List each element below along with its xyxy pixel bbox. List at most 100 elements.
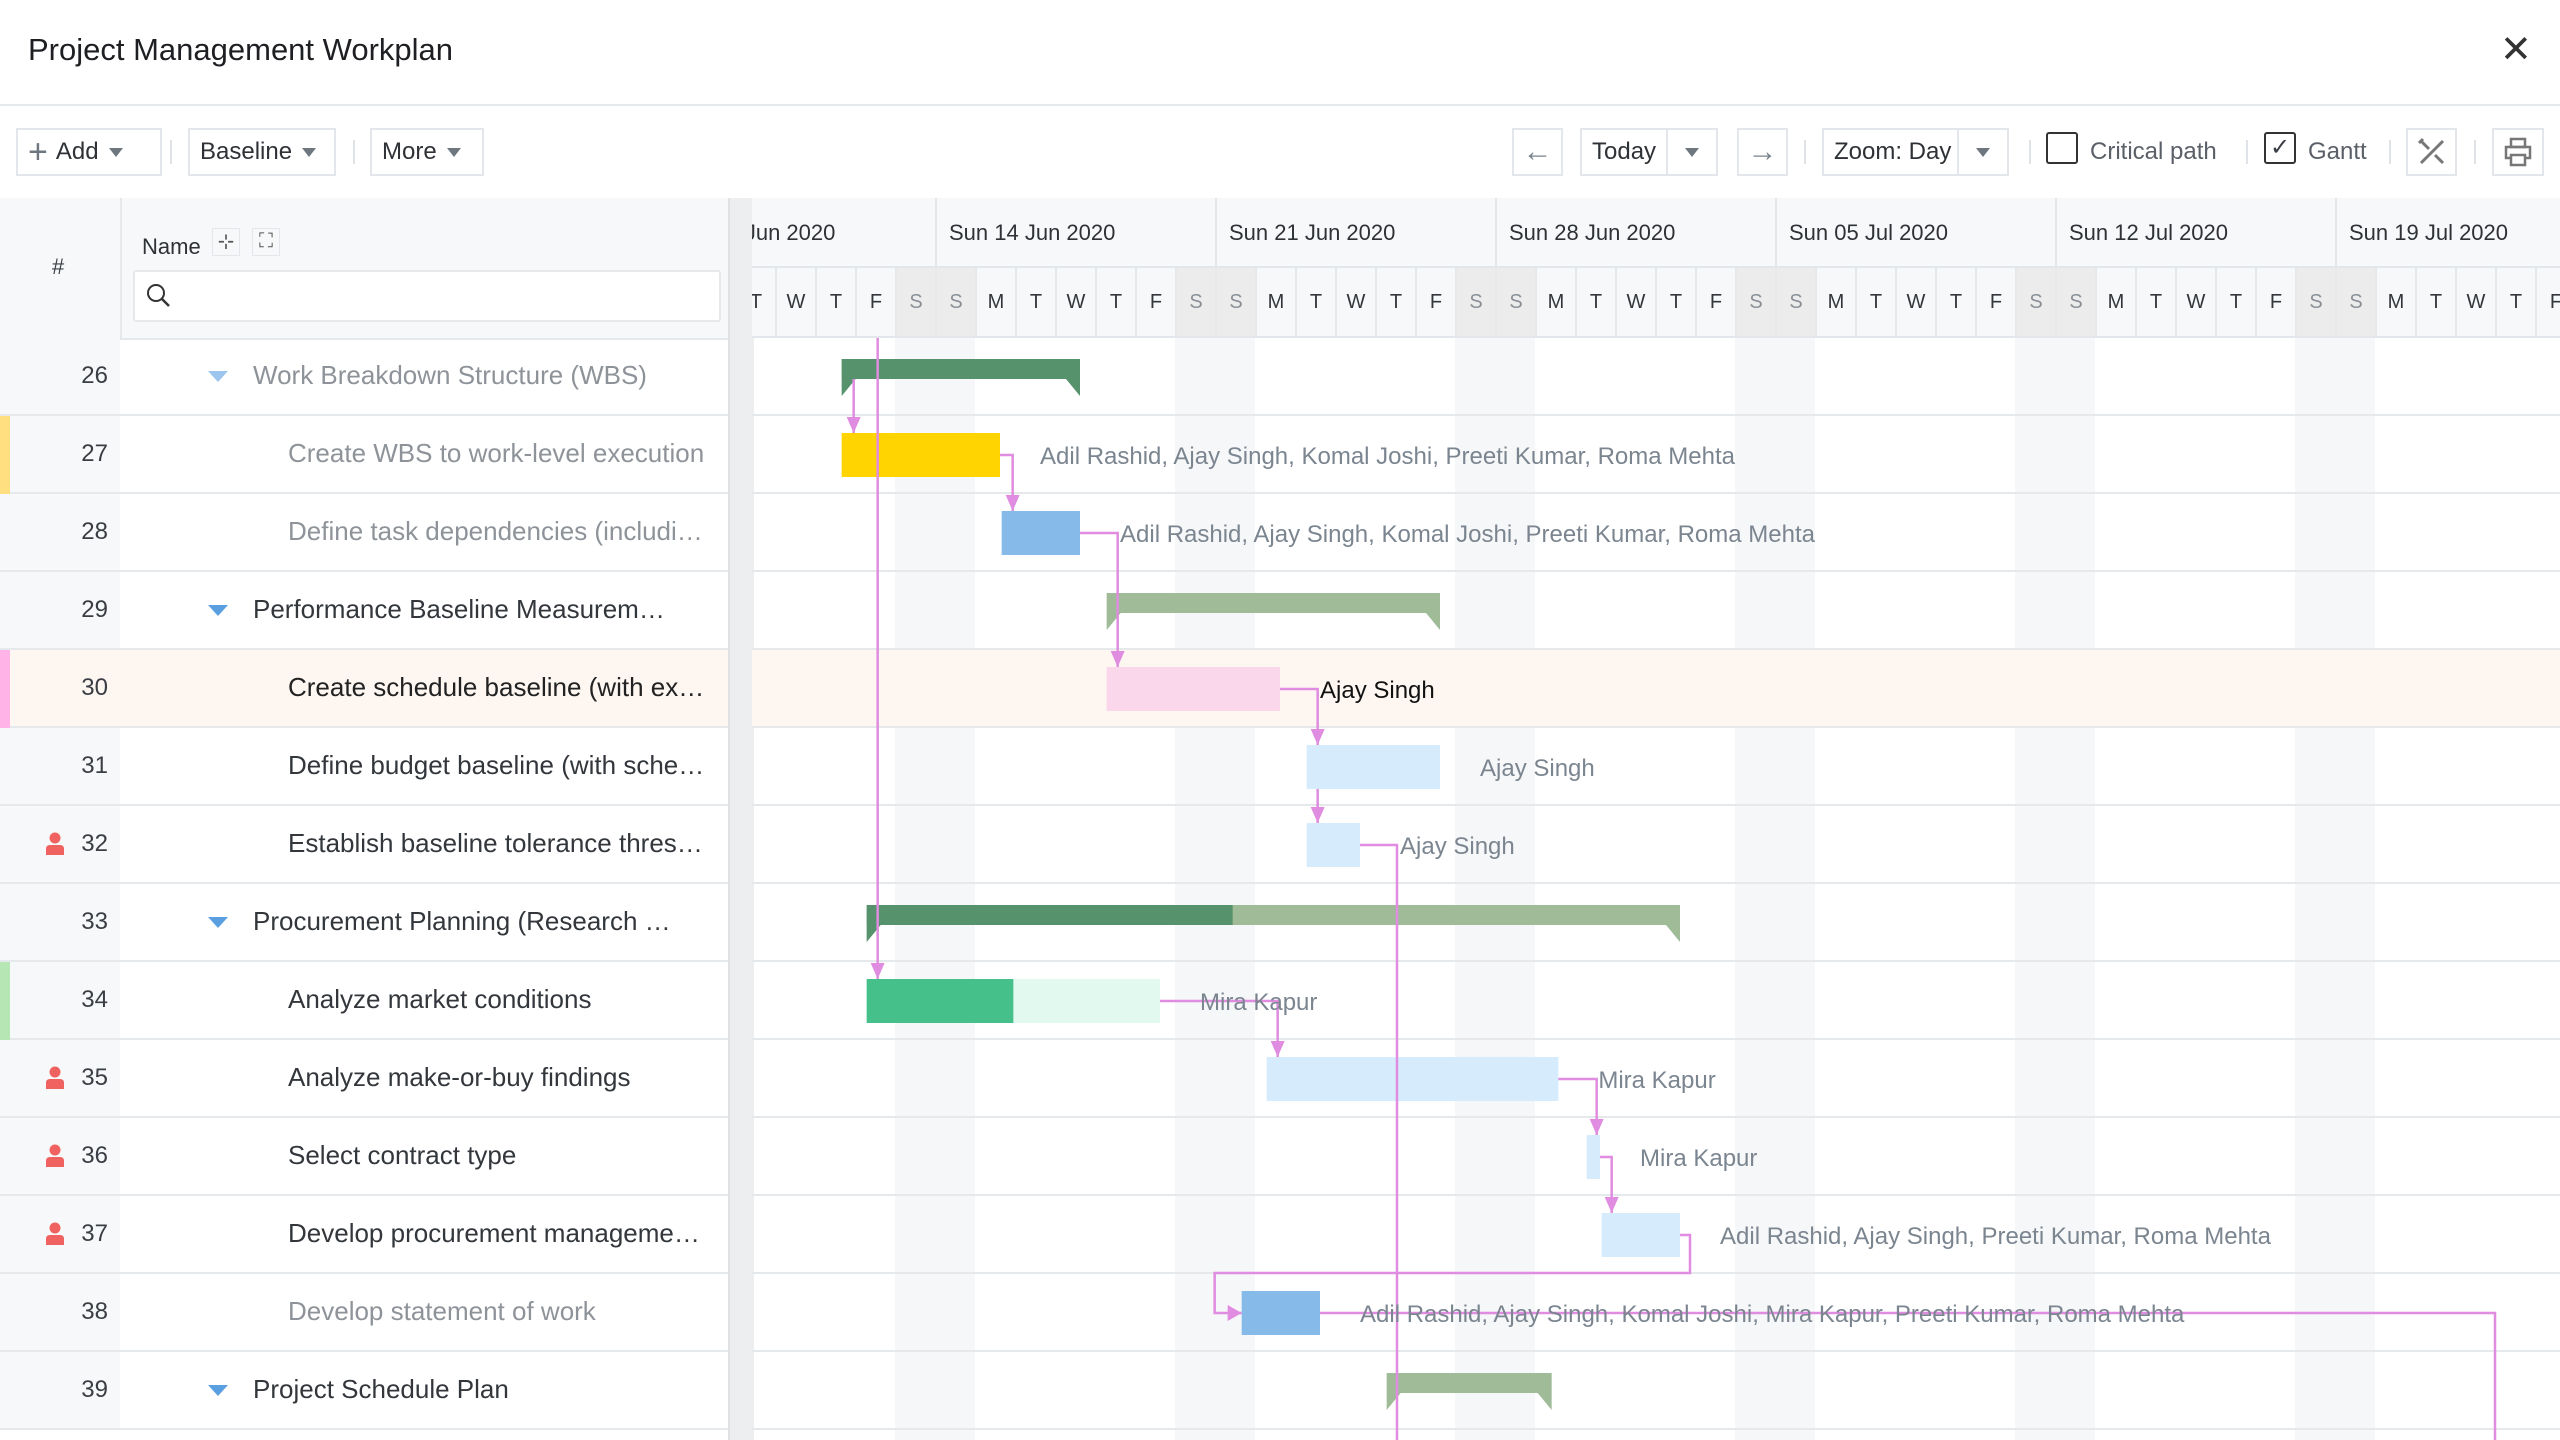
summary-end-cap	[1537, 1393, 1552, 1410]
summary-end-cap	[1426, 613, 1440, 630]
day-header-cell: S	[2055, 268, 2095, 336]
task-row[interactable]: 37 Develop procurement management...	[0, 1196, 728, 1274]
baseline-button[interactable]: Baseline	[188, 128, 336, 176]
summary-end-cap	[1666, 925, 1680, 942]
collapse-toggle-icon[interactable]	[208, 371, 228, 382]
week-label: Sun 14 Jun 2020	[949, 220, 1116, 245]
row-number: 37	[81, 1220, 108, 1247]
resource-label: Adil Rashid, Ajay Singh, Preeti Kumar, R…	[1720, 1223, 2272, 1250]
previous-button[interactable]: ←	[1512, 128, 1563, 176]
week-label: Sun 07 Jun 2020	[752, 220, 836, 245]
day-header-cell: W	[2175, 268, 2215, 336]
day-header-cell: W	[1895, 268, 1935, 336]
day-header-cell: S	[1735, 268, 1775, 336]
task-row[interactable]: 39 Project Schedule Plan	[0, 1352, 728, 1430]
row-number-cell	[0, 884, 120, 960]
collapse-toggle-icon[interactable]	[208, 1385, 228, 1396]
zoom-label: Zoom: Day	[1834, 138, 1952, 165]
today-button[interactable]: Today	[1580, 128, 1718, 176]
day-header-cell: T	[815, 268, 855, 336]
more-button[interactable]: More	[370, 128, 484, 176]
zoom-dropdown[interactable]	[1957, 130, 2007, 174]
day-header-cell: S	[2295, 268, 2335, 336]
week-header-cell: Sun 12 Jul 2020	[2055, 198, 2335, 268]
divider	[2246, 140, 2248, 164]
dependency-arrow-icon	[1310, 807, 1325, 823]
task-bar	[1001, 511, 1080, 555]
person-icon	[46, 1222, 64, 1245]
week-header-cell: Sun 07 Jun 2020	[752, 198, 935, 268]
gantt-chart: Adil Rashid, Ajay Singh, Komal Joshi, Pr…	[752, 338, 2560, 1440]
person-icon	[46, 1066, 64, 1089]
name-filter-input[interactable]	[133, 270, 721, 322]
row-divider	[752, 726, 2560, 728]
zoom-select[interactable]: Zoom: Day	[1822, 128, 2009, 176]
task-row[interactable]: 30 Create schedule baseline (with exp...	[0, 650, 728, 728]
toolbar: + Add Baseline More ← Today → Zoom: Day …	[0, 106, 2560, 200]
weekend-shade	[1735, 338, 1815, 1440]
close-icon[interactable]: ✕	[2500, 29, 2532, 71]
task-name: Performance Baseline Measurement	[253, 594, 673, 624]
task-name: Analyze make-or-buy findings	[288, 1062, 631, 1092]
next-button[interactable]: →	[1737, 128, 1788, 176]
day-header-cell: S	[2335, 268, 2375, 336]
today-dropdown[interactable]	[1666, 130, 1716, 174]
task-row[interactable]: 34 Analyze market conditions	[0, 962, 728, 1040]
summary-start-cap	[1386, 1393, 1401, 1410]
gantt-label: Gantt	[2308, 138, 2367, 165]
week-label: Sun 12 Jul 2020	[2069, 220, 2229, 245]
day-header-cell: T	[1655, 268, 1695, 336]
divider	[2029, 140, 2031, 164]
day-header-cell: F	[1975, 268, 2015, 336]
collapse-toggle-icon[interactable]	[208, 605, 228, 616]
task-row[interactable]: 35 Analyze make-or-buy findings	[0, 1040, 728, 1118]
arrow-left-icon: ←	[1522, 135, 1553, 168]
day-header-cell: T	[1855, 268, 1895, 336]
dependency-line	[1213, 1233, 1692, 1315]
row-number-cell	[0, 1274, 120, 1350]
collapse-all-icon[interactable]: ⊹	[212, 228, 240, 256]
collapse-toggle-icon[interactable]	[208, 917, 228, 928]
day-header-cell: W	[1335, 268, 1375, 336]
row-color-indicator	[0, 962, 10, 1040]
name-column-header[interactable]: Name	[142, 234, 201, 259]
task-row[interactable]: 33 Procurement Planning (Research Ven...	[0, 884, 728, 962]
day-header-cell: F	[855, 268, 895, 336]
task-row[interactable]: 38 Develop statement of work	[0, 1274, 728, 1352]
task-row[interactable]: 26 Work Breakdown Structure (WBS)	[0, 338, 728, 416]
row-number: 38	[81, 1298, 108, 1325]
row-divider	[752, 1428, 2560, 1430]
row-number: 34	[81, 986, 108, 1013]
task-row[interactable]: 36 Select contract type	[0, 1118, 728, 1196]
task-row[interactable]: 31 Define budget baseline (with sched...	[0, 728, 728, 806]
task-name: Develop procurement management...	[288, 1218, 708, 1248]
gantt-checkbox[interactable]: ✓	[2264, 132, 2296, 164]
row-number-cell	[0, 1196, 120, 1272]
number-column-header[interactable]: #	[0, 198, 122, 338]
task-name: Select contract type	[288, 1140, 517, 1170]
arrow-right-icon: →	[1747, 135, 1778, 168]
chevron-down-icon	[1685, 147, 1699, 157]
dependency-line	[1080, 531, 1119, 667]
row-divider	[752, 648, 2560, 650]
task-name: Establish baseline tolerance thresh...	[288, 828, 708, 858]
add-button[interactable]: + Add	[16, 128, 162, 176]
day-header-cell: T	[1095, 268, 1135, 336]
row-number: 39	[81, 1376, 108, 1403]
resource-label: Mira Kapur	[1640, 1145, 1757, 1172]
dependency-line	[1600, 1155, 1613, 1213]
splitter-handle[interactable]	[728, 198, 754, 1440]
settings-button[interactable]	[2406, 128, 2457, 176]
task-row[interactable]: 28 Define task dependencies (includin...	[0, 494, 728, 572]
critical-path-checkbox[interactable]	[2046, 132, 2078, 164]
row-number-cell	[0, 572, 120, 648]
row-divider	[752, 414, 2560, 416]
task-row[interactable]: 32 Establish baseline tolerance thresh...	[0, 806, 728, 884]
day-header-cell: T	[2415, 268, 2455, 336]
task-name: Develop statement of work	[288, 1296, 596, 1326]
task-row[interactable]: 29 Performance Baseline Measurement	[0, 572, 728, 650]
print-button[interactable]	[2492, 128, 2544, 176]
expand-all-icon[interactable]: ⛶	[252, 228, 280, 256]
task-name: Create schedule baseline (with exp...	[288, 672, 708, 702]
task-row[interactable]: 27 Create WBS to work-level execution	[0, 416, 728, 494]
